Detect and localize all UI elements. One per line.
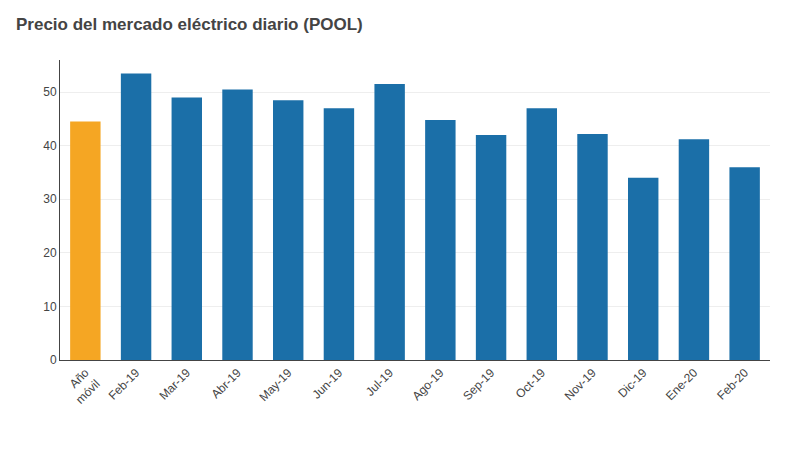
svg-text:Dic-19: Dic-19	[615, 366, 650, 401]
svg-text:Jul-19: Jul-19	[363, 366, 396, 399]
svg-text:Precio del mercado eléctrico d: Precio del mercado eléctrico diario (POO…	[16, 15, 363, 34]
svg-text:Feb-19: Feb-19	[106, 366, 143, 403]
svg-text:Feb-20: Feb-20	[714, 366, 751, 403]
svg-text:Ene-20: Ene-20	[663, 366, 700, 403]
svg-text:Nov-19: Nov-19	[562, 366, 599, 403]
svg-text:0: 0	[50, 353, 57, 367]
svg-text:Oct-19: Oct-19	[513, 366, 549, 402]
svg-text:Ago-19: Ago-19	[409, 366, 446, 403]
svg-text:Sep-19: Sep-19	[460, 366, 497, 403]
svg-text:50: 50	[43, 85, 57, 99]
svg-text:May-19: May-19	[256, 366, 294, 404]
svg-text:10: 10	[43, 300, 57, 314]
svg-text:40: 40	[43, 139, 57, 153]
svg-text:Mar-19: Mar-19	[156, 366, 193, 403]
svg-text:20: 20	[43, 246, 57, 260]
svg-text:Jun-19: Jun-19	[309, 366, 345, 402]
svg-text:Abr-19: Abr-19	[208, 366, 244, 402]
svg-text:Añomóvil: Añomóvil	[62, 366, 103, 407]
svg-text:30: 30	[43, 192, 57, 206]
